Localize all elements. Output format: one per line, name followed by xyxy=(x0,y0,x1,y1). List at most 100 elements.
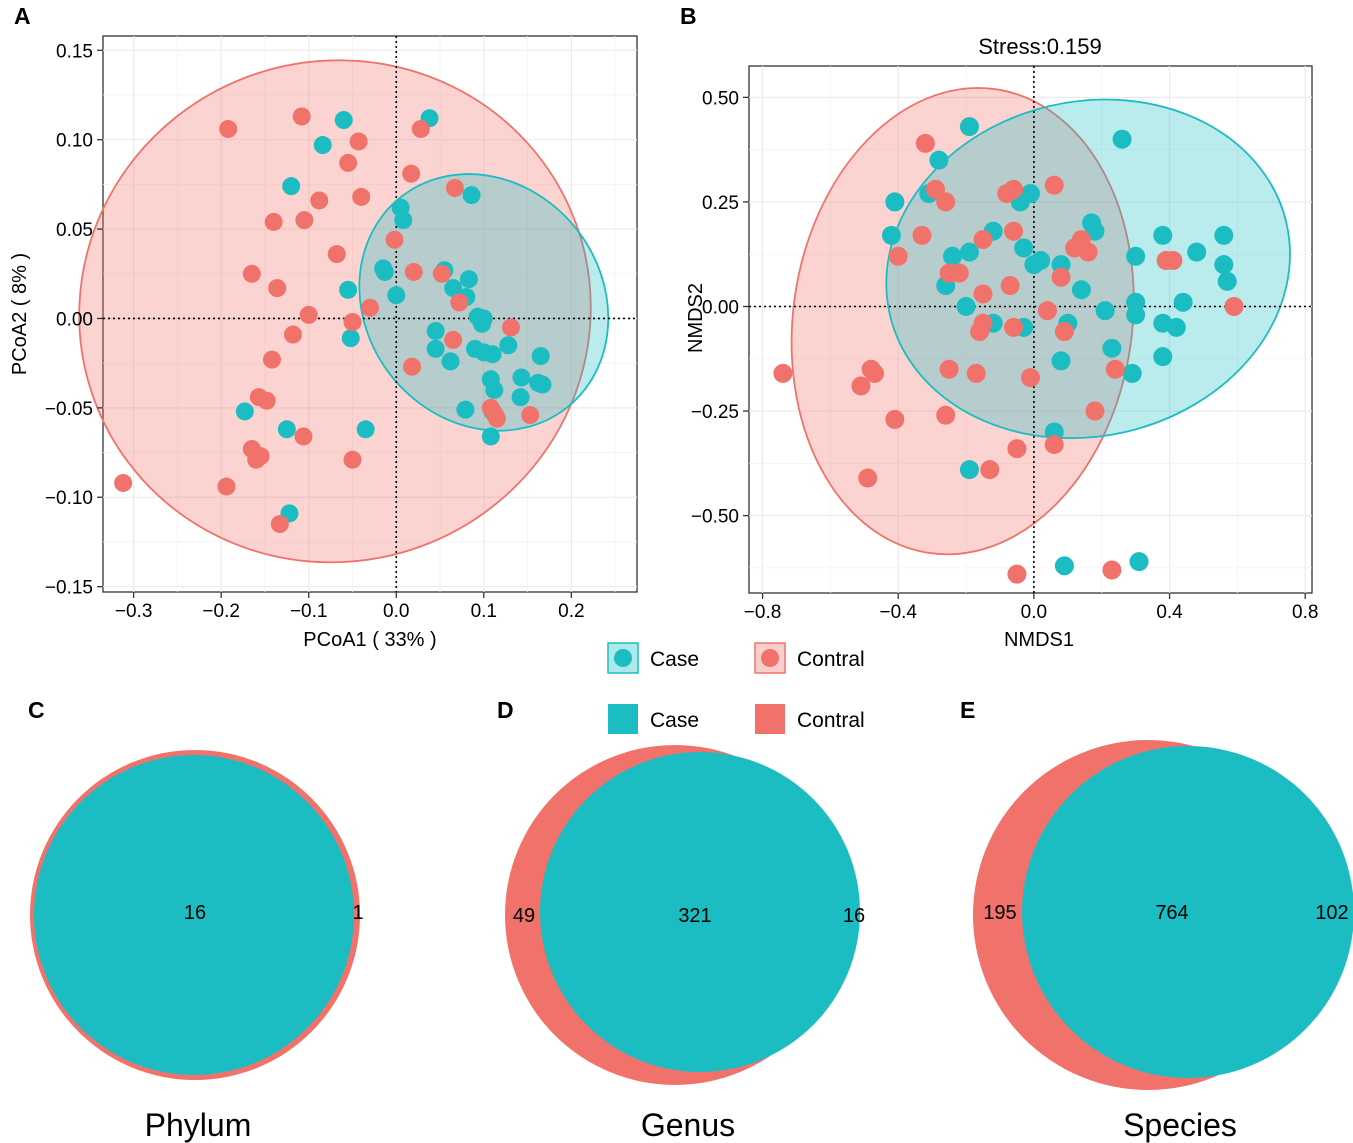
point-control xyxy=(864,363,884,383)
point-control xyxy=(343,450,362,469)
point-control xyxy=(966,363,986,383)
point-control xyxy=(970,322,990,342)
y-tick-label: 0.15 xyxy=(56,41,93,62)
point-control xyxy=(242,264,261,283)
point-case xyxy=(456,400,475,419)
point-case xyxy=(1031,250,1051,270)
point-control xyxy=(268,279,287,298)
point-case xyxy=(1166,317,1186,337)
point-control xyxy=(404,262,423,281)
legend-item-control-point: Contral xyxy=(754,642,865,674)
point-case xyxy=(313,136,332,155)
point-control xyxy=(264,212,283,231)
point-control xyxy=(1044,175,1064,195)
point-case xyxy=(375,262,394,281)
point-control xyxy=(432,264,451,283)
y-tick-label: −0.50 xyxy=(691,507,739,528)
venn-e-title: Species xyxy=(1123,1107,1237,1143)
panel-c: C 16 1 Phylum xyxy=(28,697,364,1143)
point-case xyxy=(426,339,445,358)
point-case xyxy=(511,388,530,407)
point-control xyxy=(885,409,905,429)
x-tick-label: 0.0 xyxy=(1021,602,1047,623)
venn-e-count-left: 195 xyxy=(983,902,1016,924)
venn-e-count-right: 102 xyxy=(1315,902,1348,924)
venn-c-title: Phylum xyxy=(145,1107,252,1143)
point-control xyxy=(1004,179,1024,199)
x-tick-label: 0.0 xyxy=(383,601,409,622)
point-control xyxy=(936,192,956,212)
point-control xyxy=(257,391,276,410)
point-control xyxy=(973,230,993,250)
point-case xyxy=(341,329,360,348)
point-control xyxy=(294,427,313,446)
point-control xyxy=(219,119,238,138)
venn-e-count-both: 764 xyxy=(1155,902,1188,924)
venn-d-count-left: 49 xyxy=(513,905,535,927)
point-control xyxy=(1102,560,1122,580)
point-case xyxy=(426,321,445,340)
point-control xyxy=(1037,301,1057,321)
point-control xyxy=(912,225,932,245)
point-case xyxy=(339,280,358,299)
point-control xyxy=(361,298,379,317)
x-tick-label: 0.8 xyxy=(1292,602,1318,623)
x-tick-label: −0.8 xyxy=(744,602,782,623)
panel-b-reference-lines xyxy=(749,66,1312,593)
point-control xyxy=(521,406,540,425)
point-control xyxy=(888,246,908,266)
point-case xyxy=(1085,221,1105,241)
point-case xyxy=(441,352,460,371)
legend-key-control-fill xyxy=(755,704,785,734)
point-control xyxy=(262,350,281,369)
panel-a-ylabel: PCoA2 ( 8% ) xyxy=(9,253,31,375)
point-case xyxy=(459,270,478,289)
legend-key-control-point xyxy=(754,642,786,674)
legend-label-control-fill: Contral xyxy=(797,709,865,732)
y-tick-label: 0.50 xyxy=(702,88,739,109)
x-tick-label: −0.1 xyxy=(290,601,328,622)
point-control xyxy=(1078,242,1098,262)
y-tick-label: 0.05 xyxy=(56,220,93,241)
point-control xyxy=(1163,250,1183,270)
panel-e-label: E xyxy=(960,697,975,723)
point-control xyxy=(450,293,469,312)
point-case xyxy=(1054,556,1074,576)
point-case xyxy=(959,460,979,480)
venn-c-count-both: 16 xyxy=(184,902,206,924)
panel-b-label: B xyxy=(680,3,697,29)
venn-c-case-circle xyxy=(34,755,354,1075)
legend-fills: Case Contral xyxy=(608,704,865,734)
x-tick-label: −0.3 xyxy=(115,601,153,622)
legend-label-case-fill: Case xyxy=(650,709,699,732)
panel-b-points xyxy=(773,117,1244,584)
panel-a: A −0.3 −0.2 −0.1 0.0 0.1 0.2 −0.15 −0.10 −0.05 0.… xyxy=(9,3,638,651)
point-case xyxy=(956,296,976,316)
point-case xyxy=(394,211,413,230)
point-case xyxy=(282,177,301,196)
point-case xyxy=(356,420,375,439)
x-tick-label: −0.4 xyxy=(879,602,917,623)
point-case xyxy=(481,427,500,446)
legend-points: Case Contral xyxy=(607,642,865,674)
point-control xyxy=(501,318,520,337)
point-control xyxy=(339,153,358,172)
panel-c-label: C xyxy=(28,697,45,723)
panel-a-xlabel: PCoA1 ( 33% ) xyxy=(303,629,436,651)
point-case xyxy=(942,246,962,266)
point-control xyxy=(299,305,318,324)
point-control xyxy=(487,409,506,428)
point-control xyxy=(1051,267,1071,287)
point-control xyxy=(1004,317,1024,337)
point-case xyxy=(483,345,502,364)
point-case xyxy=(1214,255,1234,275)
x-tick-label: 0.1 xyxy=(471,601,497,622)
point-case xyxy=(334,111,353,130)
point-control xyxy=(444,330,463,349)
point-case xyxy=(881,225,901,245)
venn-e-case-circle xyxy=(1022,746,1353,1078)
point-control xyxy=(295,211,314,230)
panel-d-label: D xyxy=(497,697,514,723)
point-control xyxy=(251,447,270,466)
point-case xyxy=(1214,225,1234,245)
